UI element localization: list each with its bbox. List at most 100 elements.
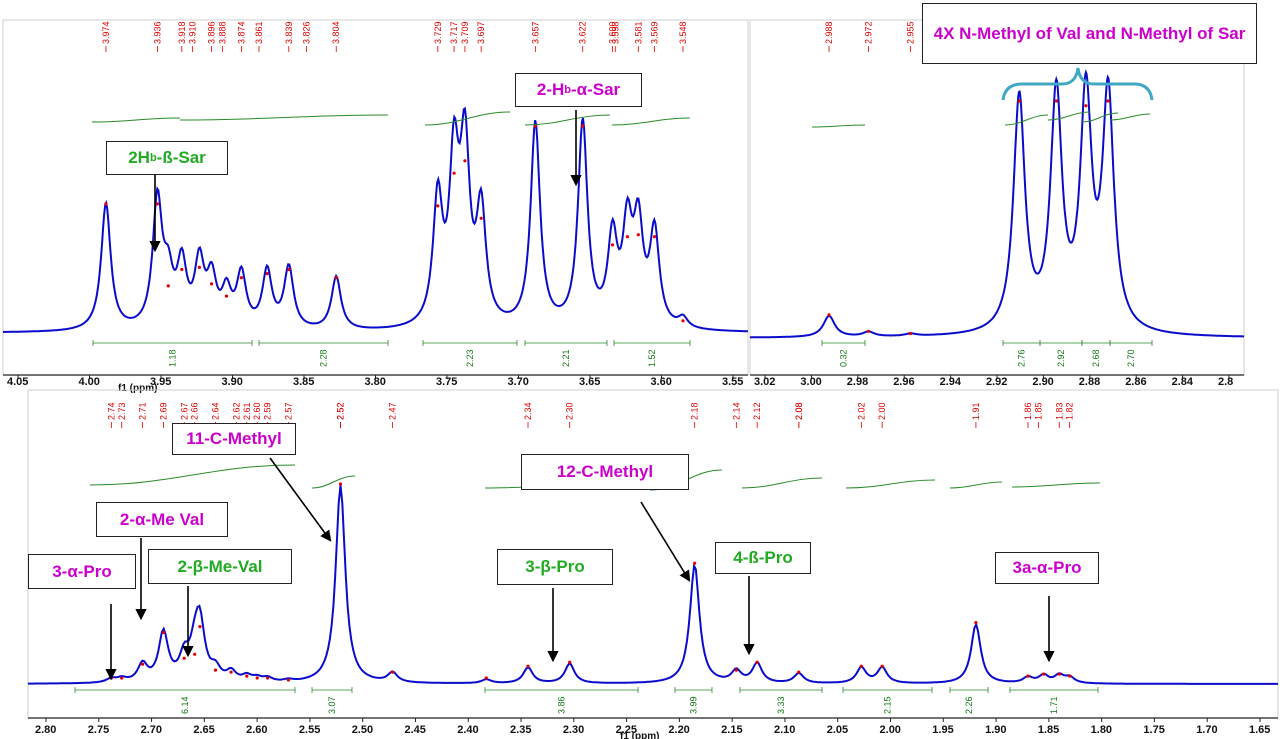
- peak-marker: [625, 235, 630, 239]
- x-tick-label: 2.55: [299, 724, 320, 736]
- peak-marker: [568, 660, 572, 664]
- peak-label: 2.972: [864, 21, 874, 44]
- peak-label: 1.91: [971, 402, 981, 420]
- peak-marker: [265, 272, 269, 276]
- x-tick-label: 2.00: [880, 724, 901, 736]
- integral-curve: [811, 124, 866, 128]
- peak-label: 3.729: [433, 21, 443, 44]
- integral-curve: [611, 117, 691, 126]
- peak-label: 2.12: [752, 402, 762, 420]
- peak-label: 3.936: [152, 21, 162, 44]
- integral-value: 2.26: [964, 696, 974, 714]
- peak-marker: [452, 171, 456, 175]
- peak-label: 2.955: [906, 21, 916, 44]
- label-12-c-methyl: 12-C-Methyl: [521, 454, 689, 490]
- x-tick-label: 2.40: [457, 724, 478, 736]
- integral-value: 2.76: [1017, 349, 1027, 367]
- label-3-alpha-pro: 3-α-Pro: [28, 554, 136, 589]
- x-tick-label: 3.75: [436, 376, 457, 388]
- x-tick-label: 2.05: [827, 724, 848, 736]
- peak-label: 3.918: [177, 21, 187, 44]
- x-tick-label: 3.80: [365, 376, 386, 388]
- peak-label: 3.717: [449, 21, 459, 44]
- peak-label: 3.826: [301, 21, 311, 44]
- peak-marker: [867, 329, 871, 333]
- x-tick-label: 3.55: [722, 376, 743, 388]
- peak-marker: [193, 652, 197, 656]
- integral-curve: [424, 111, 511, 126]
- peak-marker: [755, 660, 759, 664]
- label-n-methyl: 4X N-Methyl of Val and N-Methyl of Sar: [922, 3, 1257, 64]
- x-axis-title: f1 (ppm): [118, 383, 157, 394]
- annotation-arrow: [269, 457, 332, 542]
- peak-label: 2.47: [388, 402, 398, 420]
- x-tick-label: 3.90: [222, 376, 243, 388]
- peak-marker: [479, 216, 483, 220]
- annotation-arrow: [640, 501, 691, 582]
- x-tick-label: 1.70: [1196, 724, 1217, 736]
- integral-value: 0.32: [839, 349, 849, 367]
- peak-marker: [287, 267, 291, 272]
- peak-marker: [1017, 99, 1021, 103]
- peak-marker: [1054, 99, 1058, 103]
- x-tick-label: 1.85: [1038, 724, 1059, 736]
- x-tick-label: 2.88: [1079, 376, 1100, 388]
- x-axis-title: f1 (ppm): [620, 731, 659, 739]
- peak-label: 3.600: [608, 21, 618, 44]
- peak-marker: [198, 625, 202, 629]
- peak-marker: [338, 482, 343, 486]
- peak-label: 2.73: [117, 402, 127, 420]
- x-tick-label: 2.80: [35, 724, 56, 736]
- peak-label: 3.888: [217, 21, 227, 44]
- peak-marker: [1057, 672, 1061, 676]
- peak-marker: [180, 267, 184, 272]
- peak-marker: [286, 678, 290, 682]
- peak-marker: [581, 124, 585, 128]
- peak-label: 2.66: [190, 402, 200, 420]
- x-tick-label: 2.45: [404, 724, 425, 736]
- x-tick-label: 1.65: [1249, 724, 1270, 736]
- peak-label: 3.974: [101, 21, 111, 44]
- label-3a-alpha-pro: 3a-α-Pro: [995, 552, 1099, 584]
- label-2-beta-me-val: 2-β-Me-Val: [148, 549, 292, 584]
- x-tick-label: 2.60: [246, 724, 267, 736]
- peak-marker: [1084, 104, 1088, 108]
- integral-value: 2.21: [561, 349, 571, 367]
- peak-label: 2.52: [336, 402, 346, 420]
- integral-value: 3.86: [557, 696, 567, 714]
- integral-value: 1.71: [1049, 696, 1059, 714]
- x-tick-label: 3.65: [579, 376, 600, 388]
- x-tick-label: 1.75: [1143, 724, 1164, 736]
- x-tick-label: 2.8: [1218, 376, 1233, 388]
- integral-value: 6.14: [180, 696, 190, 714]
- x-tick-label: 2.96: [893, 376, 914, 388]
- peak-label: 2.74: [106, 402, 116, 420]
- peak-marker: [255, 676, 259, 680]
- peak-label: 2.00: [877, 402, 887, 420]
- peak-label: 2.08: [794, 402, 804, 420]
- x-tick-label: 3.00: [800, 376, 821, 388]
- label-2-alpha-me-val: 2-α-Me Val: [96, 502, 228, 537]
- peak-marker: [652, 235, 657, 239]
- integral-value: 2.23: [465, 349, 475, 367]
- peak-marker: [213, 668, 218, 672]
- integral-value: 3.99: [689, 696, 699, 714]
- peak-label: 2.71: [138, 402, 148, 420]
- peak-label: 2.60: [252, 402, 262, 420]
- peak-marker: [436, 204, 440, 208]
- peak-marker: [161, 630, 165, 635]
- x-tick-label: 2.84: [1172, 376, 1194, 388]
- spectrum-line: [2, 106, 749, 333]
- x-tick-label: 2.35: [510, 724, 531, 736]
- integral-value: 2.28: [319, 349, 329, 367]
- integral-value: 2.70: [1126, 349, 1136, 367]
- peak-label: 3.622: [578, 21, 588, 44]
- peak-marker: [266, 676, 270, 680]
- peak-marker: [526, 664, 530, 668]
- peak-marker: [197, 265, 201, 269]
- x-tick-label: 2.86: [1125, 376, 1146, 388]
- peak-marker: [1042, 672, 1046, 676]
- peak-marker: [734, 668, 738, 672]
- peak-label: 3.709: [460, 21, 470, 44]
